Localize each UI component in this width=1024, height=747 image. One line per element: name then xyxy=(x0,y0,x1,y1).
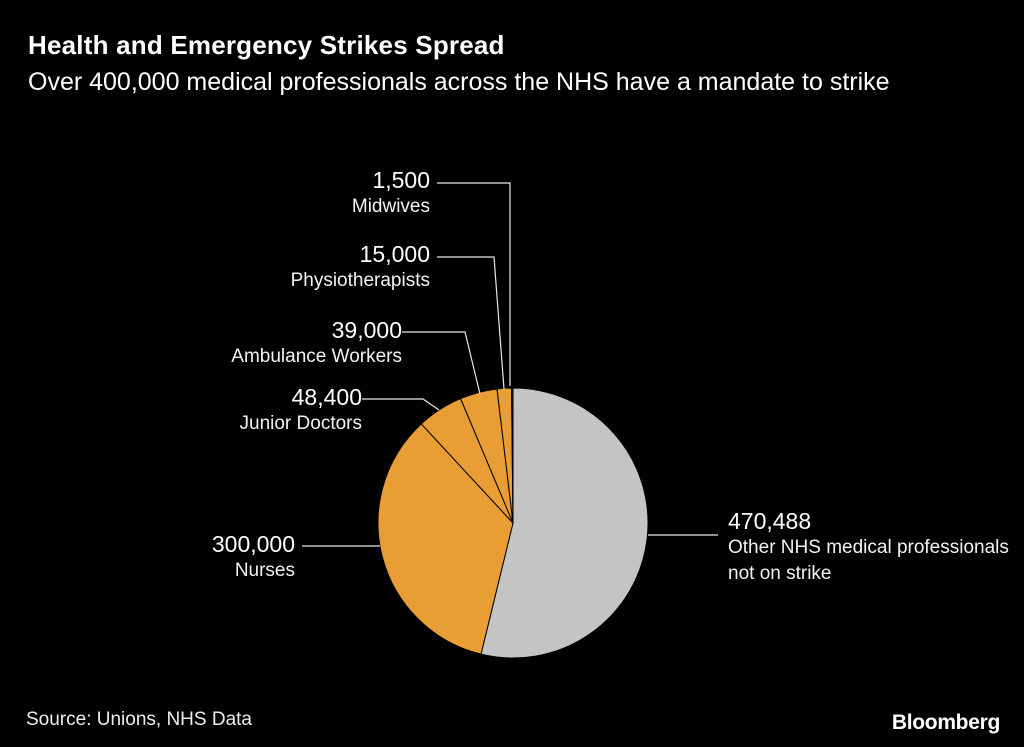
callout-nurses: 300,000 Nurses xyxy=(0,530,295,584)
callout-label: Ambulance Workers xyxy=(231,346,402,367)
callout-value: 1,500 xyxy=(372,167,430,193)
bloomberg-logo: Bloomberg xyxy=(891,711,1000,734)
callout-value: 300,000 xyxy=(211,531,295,557)
callout-label-line-2: not on strike xyxy=(728,563,832,584)
pie-slices xyxy=(377,387,649,659)
leader-line-ambulance-workers xyxy=(402,331,481,395)
pie-slice-other-nhs-medical-professionals-not-on-strike xyxy=(480,387,649,659)
callout-label: Nurses xyxy=(234,560,295,581)
chart-title: Health and Emergency Strikes Spread xyxy=(28,30,505,60)
callout-value: 39,000 xyxy=(331,317,402,343)
callout-label: Physiotherapists xyxy=(290,270,430,291)
leader-line-junior-doctors xyxy=(362,398,440,411)
callout-junior-doctors: 48,400 Junior Doctors xyxy=(52,383,363,437)
callout-other-nhs: 470,488 Other NHS medical professionals … xyxy=(728,507,1024,587)
callout-value: 48,400 xyxy=(291,384,362,410)
callout-ambulance-workers: 39,000 Ambulance Workers xyxy=(92,316,402,370)
callout-midwives: 1,500 Midwives xyxy=(120,166,430,220)
callout-value: 15,000 xyxy=(359,241,430,267)
callout-physiotherapists: 15,000 Physiotherapists xyxy=(120,240,430,294)
leader-line-midwives xyxy=(437,182,511,386)
leader-line-physiotherapists xyxy=(437,256,505,390)
callout-label: Junior Doctors xyxy=(239,413,363,434)
pie-slice-nurses xyxy=(377,423,514,655)
source-note: Source: Unions, NHS Data xyxy=(26,709,252,730)
callout-value: 470,488 xyxy=(728,508,812,534)
pie-slice-junior-doctors xyxy=(420,397,514,524)
pie-slice-midwives xyxy=(511,387,514,524)
pie-slice-ambulance-workers xyxy=(459,388,514,524)
chart-subtitle: Over 400,000 medical professionals acros… xyxy=(28,68,890,96)
callout-label-line-1: Other NHS medical professionals xyxy=(728,537,1009,558)
callout-label: Midwives xyxy=(351,196,430,217)
pie-slice-physiotherapists xyxy=(496,387,514,524)
